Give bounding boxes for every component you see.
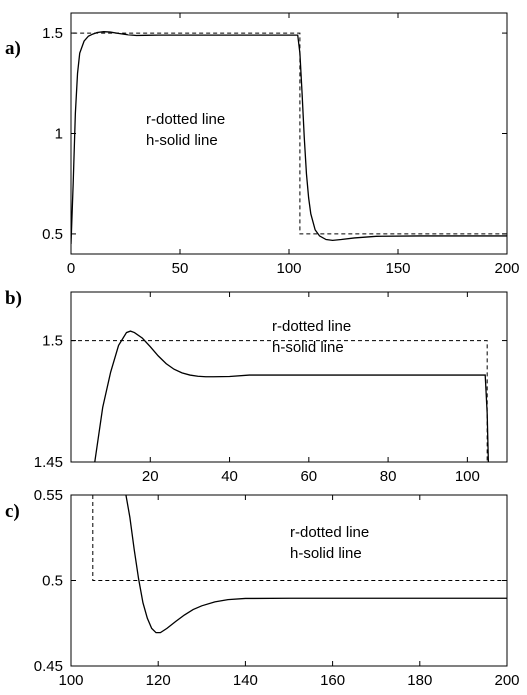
panel-label: b) (5, 288, 22, 309)
series-h-line (94, 330, 490, 462)
plot-frame (70, 291, 508, 463)
panel-label: c) (5, 501, 20, 522)
series-r-line (71, 340, 488, 462)
legend-annotation: h-solid line (290, 545, 362, 562)
panel-label: a) (5, 38, 21, 59)
x-tick-label: 200 (494, 672, 519, 689)
x-tick-label: 0 (67, 260, 75, 277)
x-tick-label: 200 (494, 260, 519, 277)
y-tick-label: 0.55 (34, 487, 63, 504)
series-h-line (71, 31, 507, 244)
x-tick-label: 60 (300, 468, 317, 485)
plot-frame (70, 12, 508, 255)
series-r-line (71, 32, 507, 235)
panel-c: 100 120 140 160 180 200 0.45 0.5 0.55 c) r-dotted … (5, 487, 520, 689)
panel-a: 0 50 100 150 200 0.5 1 1.5 a) r-dotted line h-soli… (5, 12, 520, 277)
x-tick-label: 140 (233, 672, 258, 689)
x-tick-label: 180 (407, 672, 432, 689)
y-tick-label: 1 (55, 126, 63, 143)
legend-annotation: h-solid line (146, 132, 218, 149)
legend-annotation: r-dotted line (272, 318, 351, 335)
x-tick-label: 100 (276, 260, 301, 277)
series-r-line (92, 495, 507, 581)
x-tick-label: 50 (172, 260, 189, 277)
legend-annotation: r-dotted line (290, 524, 369, 541)
x-tick-label: 100 (58, 672, 83, 689)
x-tick-label: 20 (142, 468, 159, 485)
y-tick-label: 1.45 (34, 454, 63, 471)
x-tick-label: 150 (385, 260, 410, 277)
legend-annotation: h-solid line (272, 339, 344, 356)
y-tick-label: 0.5 (42, 573, 63, 590)
panel-b: 20 40 60 80 100 1.45 1.5 b) r-dotted line h-solid… (5, 288, 508, 485)
x-tick-label: 80 (380, 468, 397, 485)
x-tick-label: 100 (455, 468, 480, 485)
series-h-line (125, 495, 507, 634)
y-tick-label: 1.5 (42, 25, 63, 42)
x-tick-label: 40 (221, 468, 238, 485)
y-tick-label: 0.5 (42, 226, 63, 243)
y-tick-label: 0.45 (34, 658, 63, 675)
x-tick-label: 160 (320, 672, 345, 689)
legend-annotation: r-dotted line (146, 111, 225, 128)
x-tick-label: 120 (146, 672, 171, 689)
y-tick-label: 1.5 (42, 333, 63, 350)
